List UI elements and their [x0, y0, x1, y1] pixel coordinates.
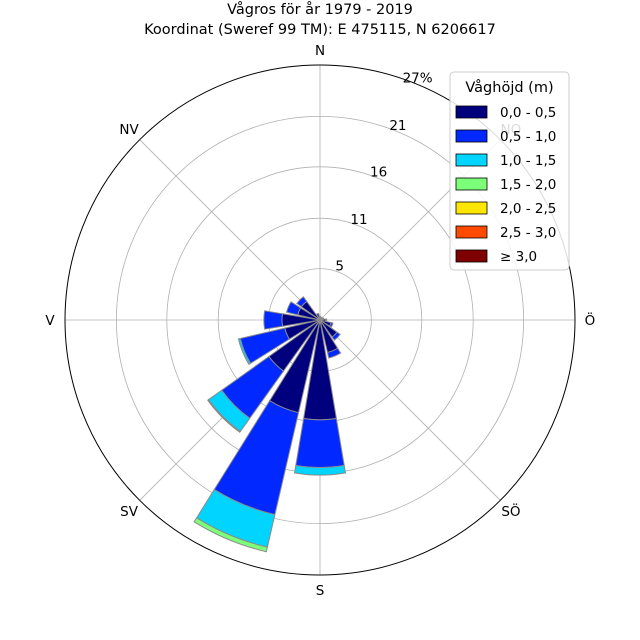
radial-tick-label: 21	[389, 118, 406, 134]
direction-label: S	[316, 583, 325, 599]
direction-label: V	[45, 313, 55, 329]
chart-title: Vågros för år 1979 - 2019	[227, 1, 413, 18]
bar-VSV-bin-2	[237, 337, 252, 365]
chart-subtitle: Koordinat (Sweref 99 TM): E 475115, N 62…	[144, 22, 496, 38]
grid-spoke	[139, 139, 321, 321]
direction-label: SV	[120, 504, 139, 520]
radial-tick-label: 16	[370, 164, 387, 180]
rose-bars	[64, 64, 576, 576]
legend-label: 1,0 - 1,5	[500, 153, 556, 169]
direction-label: NV	[119, 122, 139, 138]
direction-label: Ö	[585, 311, 596, 329]
legend-title: Våghöjd (m)	[465, 79, 553, 96]
legend-swatch	[455, 249, 488, 263]
legend-swatch	[455, 225, 488, 239]
direction-label: SÖ	[501, 502, 520, 520]
legend-label: 2,0 - 2,5	[500, 201, 556, 217]
bar-V-bin-1	[263, 310, 284, 330]
radial-tick-label: 27%	[403, 70, 433, 86]
bar-S-bin-2	[293, 464, 347, 476]
legend: Våghöjd (m) 0,0 - 0,5 0,5 - 1,0 1,0 - 1,5 1,…	[449, 71, 570, 271]
polar-grid	[65, 65, 575, 575]
grid-spoke	[319, 319, 501, 501]
outer-ring	[64, 64, 576, 576]
legend-label: 1,5 - 2,0	[500, 177, 556, 193]
legend-label: 0,0 - 0,5	[500, 105, 556, 121]
legend-frame	[449, 71, 570, 271]
legend-label: 0,5 - 1,0	[500, 129, 556, 145]
legend-swatch	[455, 177, 488, 191]
radial-tick-label: 11	[350, 212, 367, 228]
legend-swatch	[455, 153, 488, 167]
bar-NV-bin-1	[296, 296, 308, 308]
bar-SÖ-bin-1	[331, 331, 341, 341]
legend-label: 2,5 - 3,0	[500, 225, 556, 241]
legend-swatch	[455, 105, 488, 119]
bar-ÖSÖ-bin-1	[329, 321, 334, 328]
bar-Ö-bin-1	[325, 318, 328, 322]
bar-S-bin-1	[295, 417, 345, 468]
legend-swatch	[455, 129, 488, 143]
bar-SSV-bin-3	[193, 517, 268, 553]
legend-swatch	[455, 201, 488, 215]
direction-label: N	[315, 43, 325, 59]
bar-NNV-bin-0	[315, 312, 321, 321]
legend-label: ≥ 3,0	[500, 249, 537, 265]
radial-tick-label: 5	[335, 259, 344, 275]
bar-VNV-bin-1	[286, 301, 302, 316]
bar-SV-bin-3	[207, 398, 242, 433]
bar-SSÖ-bin-1	[326, 347, 342, 359]
